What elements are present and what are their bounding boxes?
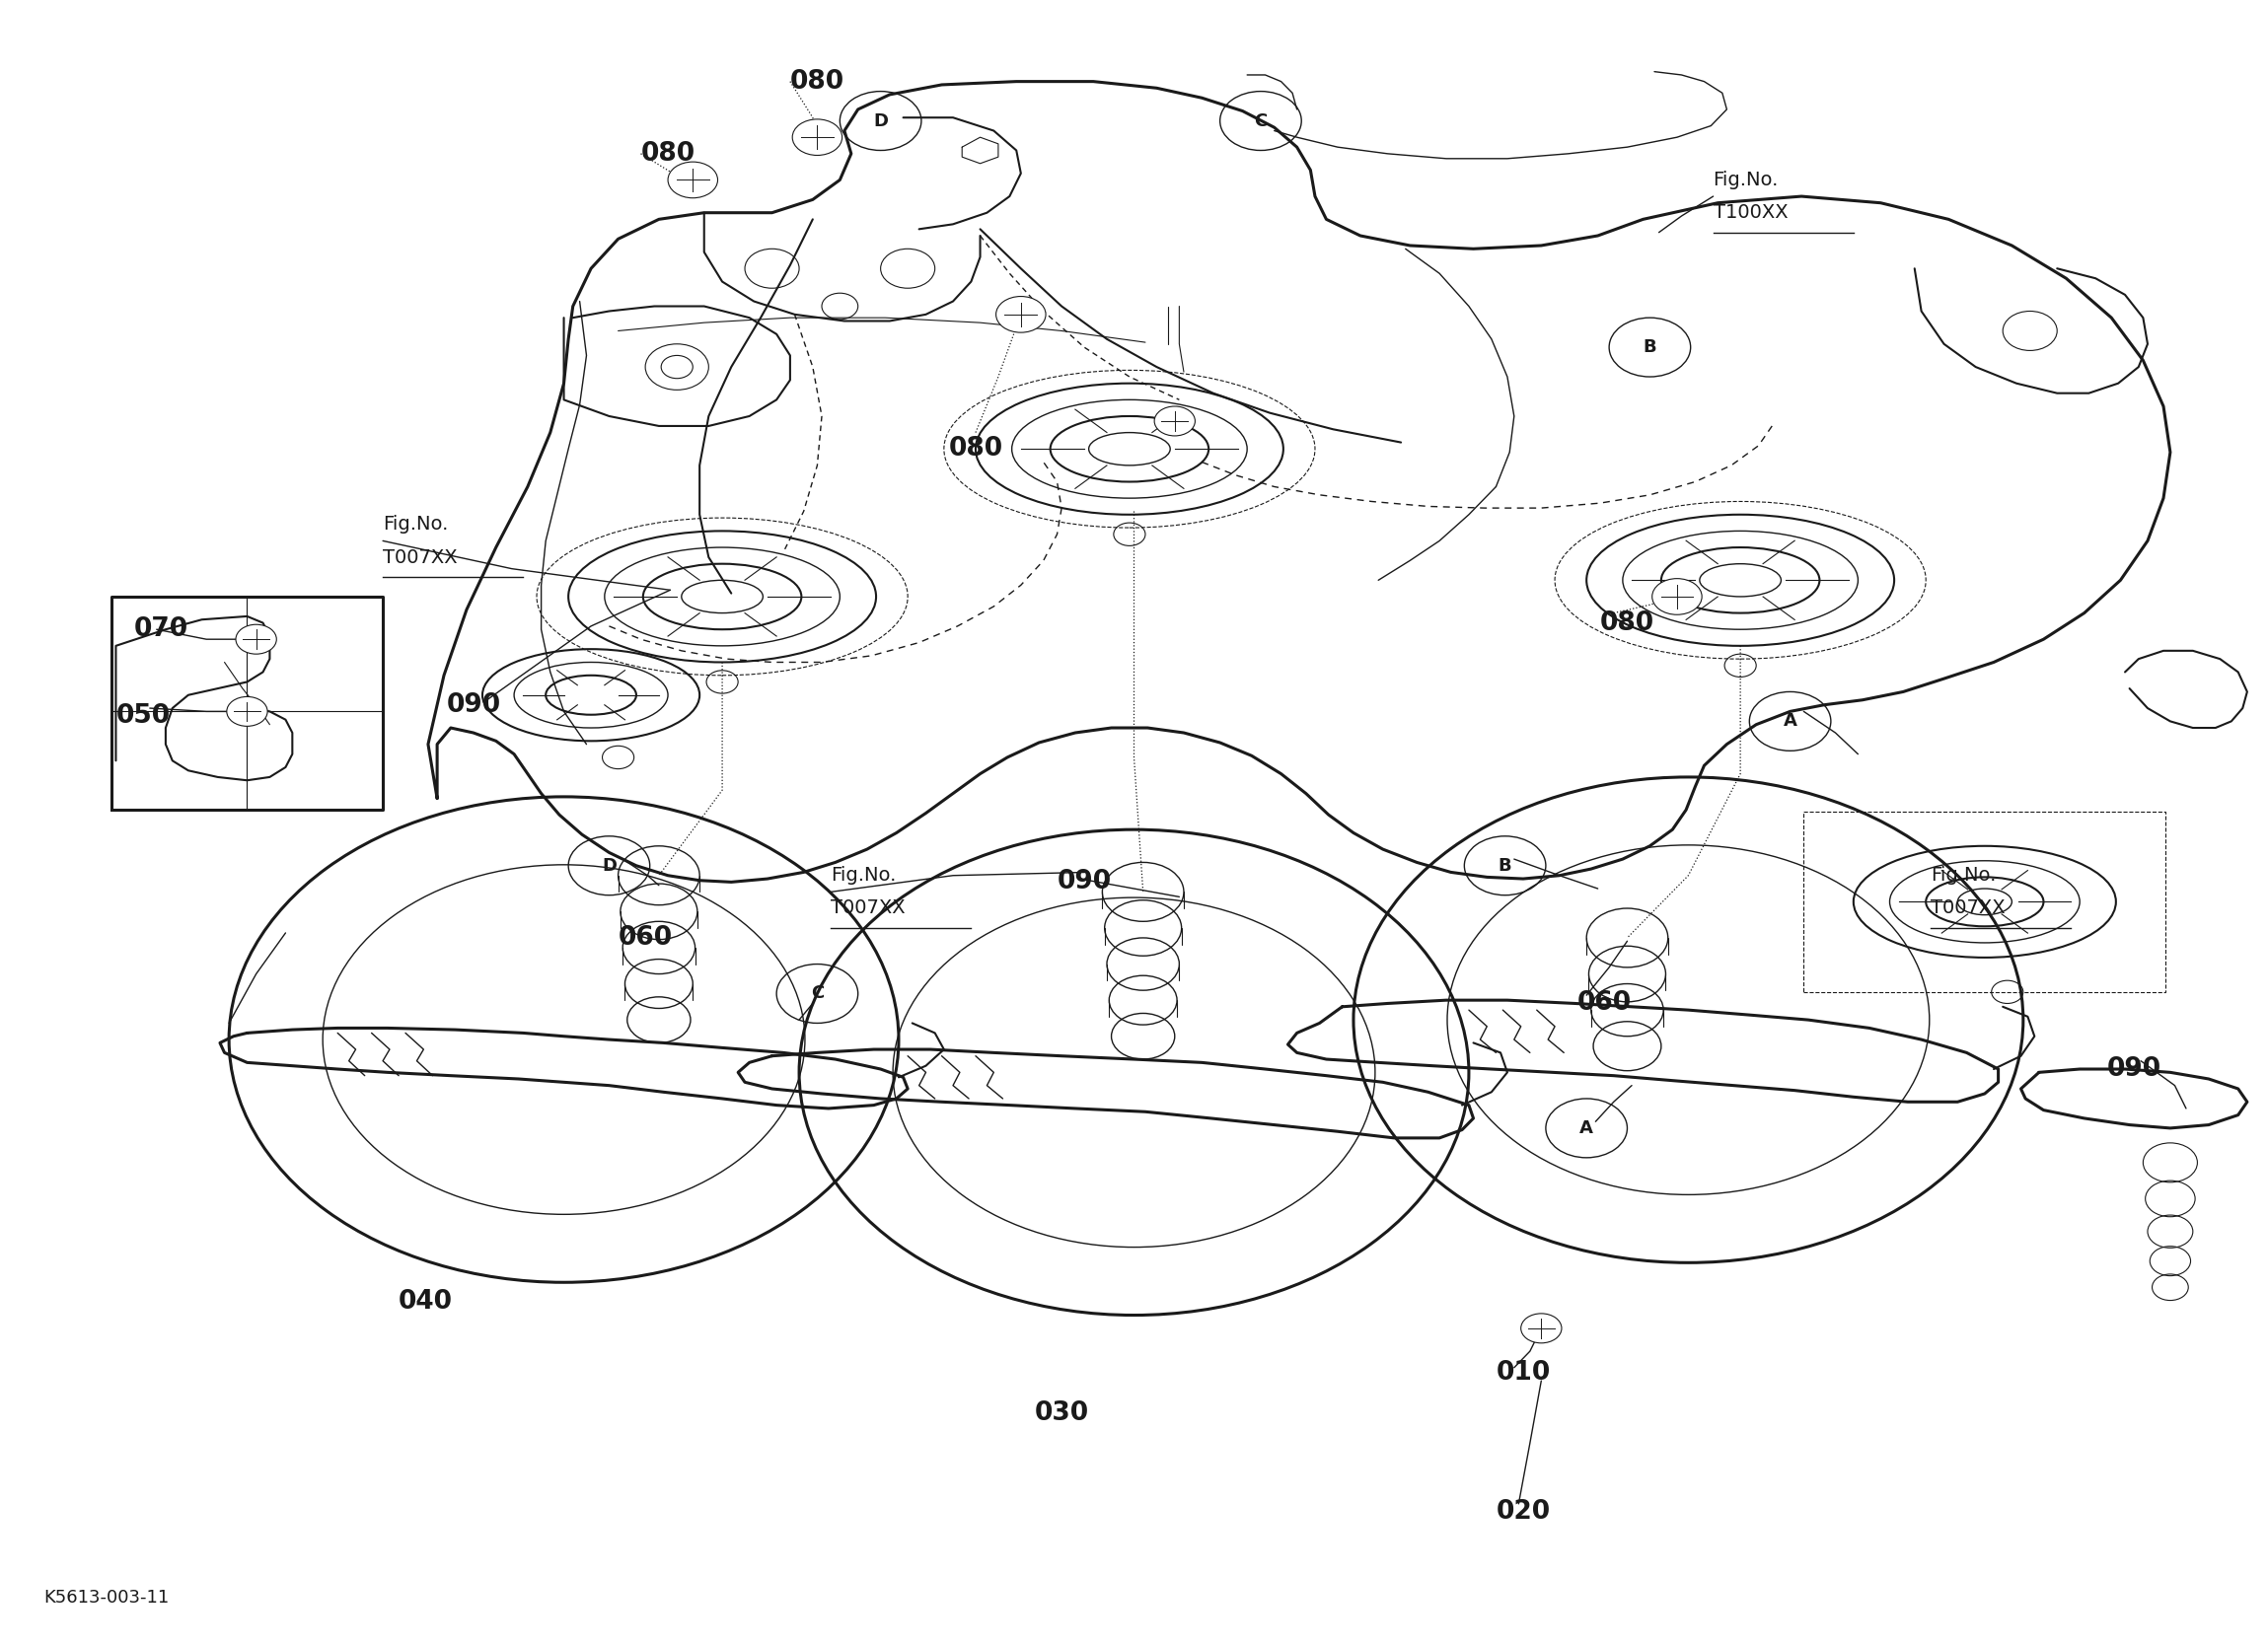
Text: 080: 080 [1601,611,1653,635]
Text: Fig.No.: Fig.No. [383,515,449,533]
Text: 080: 080 [948,436,1002,463]
Text: C: C [1254,112,1268,130]
Circle shape [227,696,268,726]
Text: C: C [810,984,823,1002]
Circle shape [236,624,277,653]
Circle shape [1154,407,1195,436]
Text: 090: 090 [447,691,501,718]
Circle shape [1522,1314,1563,1343]
Circle shape [667,161,717,198]
Circle shape [996,296,1046,332]
Circle shape [1651,578,1701,614]
Text: T007XX: T007XX [830,899,905,918]
Text: T100XX: T100XX [1712,204,1787,222]
Text: A: A [1579,1119,1594,1137]
Text: 080: 080 [789,69,844,94]
Text: T007XX: T007XX [383,548,458,566]
Text: Fig.No.: Fig.No. [1930,866,1996,886]
Text: 080: 080 [642,142,696,166]
Text: Fig.No.: Fig.No. [1712,171,1778,189]
Text: 060: 060 [619,925,674,951]
Text: B: B [1499,858,1513,874]
Text: D: D [873,112,889,130]
Text: 070: 070 [134,617,188,642]
Text: 050: 050 [116,703,170,729]
Circle shape [792,119,841,155]
Text: 060: 060 [1579,991,1633,1016]
Text: 010: 010 [1497,1360,1551,1386]
Text: K5613-003-11: K5613-003-11 [43,1588,170,1606]
Text: B: B [1642,339,1656,356]
Text: 030: 030 [1034,1401,1089,1427]
Text: 090: 090 [2107,1057,2161,1081]
Text: 020: 020 [1497,1500,1551,1524]
Text: 090: 090 [1057,869,1111,895]
Text: D: D [601,858,617,874]
Text: A: A [1783,713,1796,731]
Text: T007XX: T007XX [1930,899,2005,918]
Text: Fig.No.: Fig.No. [830,866,896,886]
Text: 040: 040 [399,1289,454,1315]
